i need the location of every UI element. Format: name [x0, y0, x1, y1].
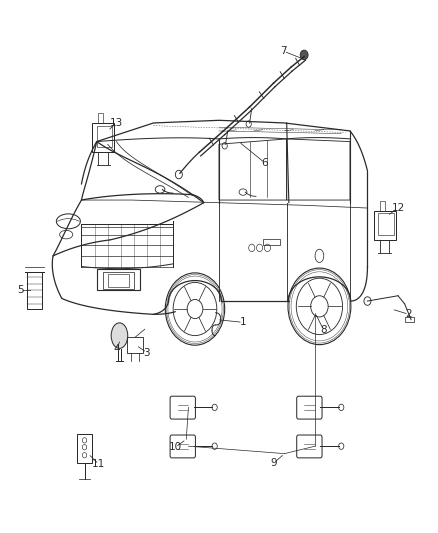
Text: 8: 8 — [321, 325, 327, 335]
Bar — [127, 337, 143, 353]
Text: 6: 6 — [261, 158, 268, 168]
Ellipse shape — [111, 323, 128, 349]
Bar — [380, 201, 385, 211]
Bar — [374, 211, 396, 240]
Bar — [97, 269, 141, 290]
Bar — [378, 213, 394, 235]
Text: 2: 2 — [406, 309, 412, 319]
Text: 5: 5 — [17, 286, 24, 295]
Bar — [98, 114, 103, 123]
Text: 12: 12 — [392, 203, 405, 213]
Bar — [405, 317, 414, 322]
Bar — [263, 239, 280, 245]
Text: 9: 9 — [270, 458, 277, 468]
Text: 7: 7 — [280, 46, 287, 56]
Bar — [77, 434, 92, 463]
Text: 3: 3 — [144, 348, 150, 358]
Text: 4: 4 — [113, 344, 120, 354]
Text: 13: 13 — [110, 118, 123, 128]
Text: 10: 10 — [169, 442, 182, 452]
Text: 1: 1 — [240, 317, 246, 327]
Bar — [108, 274, 130, 287]
Text: 11: 11 — [92, 459, 106, 469]
Bar — [103, 272, 134, 289]
Circle shape — [300, 50, 308, 60]
Bar — [97, 126, 112, 147]
Bar — [92, 123, 114, 152]
Bar — [27, 272, 42, 309]
